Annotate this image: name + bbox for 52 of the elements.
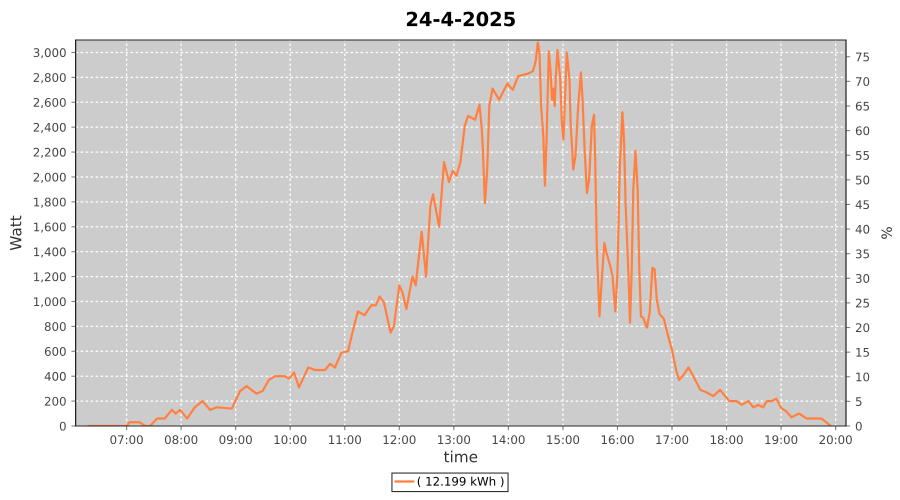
x-tick-label: 15:00 [547, 435, 580, 444]
y-tick-label: 1,200 [34, 272, 66, 282]
y-tick-label: 400 [44, 372, 66, 381]
y2-tick-label: 10 [856, 372, 870, 382]
y2-tick-label: 75 [856, 52, 870, 62]
y-tick-label: 1,600 [34, 222, 66, 233]
y2-tick-label: 40 [856, 224, 870, 234]
y-tick-label: 0 [60, 422, 66, 431]
y2-tick-label: 5 [856, 397, 862, 406]
y2-tick-label: 70 [856, 77, 870, 86]
y-tick-label: 2,400 [34, 122, 66, 134]
y2-tick-label: 65 [856, 102, 870, 111]
x-tick-label: 09:00 [219, 435, 252, 444]
x-tick-label: 12:00 [384, 435, 416, 444]
x-tick-label: 07:00 [110, 435, 143, 444]
y-tick-label: 3,000 [34, 48, 66, 58]
y2-tick-label: 25 [856, 298, 870, 308]
y-tick-label: 200 [44, 396, 66, 406]
chart-title: 24-4-2025 [406, 12, 515, 26]
y2-tick-label: 20 [856, 323, 870, 332]
y2-tick-label: 15 [856, 348, 870, 357]
y2-tick-label: 60 [856, 126, 870, 136]
x-tick-label: 11:00 [329, 435, 361, 444]
y-tick-label: 2,800 [34, 73, 66, 84]
x-tick-label: 19:00 [765, 435, 798, 444]
y-tick-label: 2,000 [34, 172, 66, 183]
y2-tick-label: 55 [856, 151, 870, 160]
x-tick-label: 13:00 [438, 435, 470, 444]
x-tick-label: 16:00 [602, 435, 634, 444]
y-tick-label: 2,600 [34, 98, 66, 108]
y-axis-title: Watt [10, 216, 22, 250]
y2-tick-label: 0 [856, 422, 862, 431]
y-tick-label: 1,400 [34, 247, 66, 258]
y2-tick-label: 35 [856, 249, 870, 258]
x-tick-label: 17:00 [656, 435, 688, 444]
y-tick-label: 600 [44, 347, 66, 356]
x-tick-label: 20:00 [819, 435, 852, 444]
y2-tick-label: 50 [856, 176, 870, 184]
line-series [87, 41, 832, 426]
y-tick-label: 800 [44, 322, 66, 332]
y2-tick-label: 45 [856, 200, 870, 210]
legend-label: ( 12.199 kWh ) [418, 476, 504, 488]
x-tick-label: 10:00 [274, 435, 306, 444]
x-axis-title: time [444, 450, 478, 462]
x-tick-label: 18:00 [710, 435, 743, 444]
x-tick-label: 08:00 [164, 435, 198, 444]
y2-tick-label: 30 [856, 274, 870, 283]
y-tick-label: 1,800 [34, 198, 66, 208]
y-tick-label: 1,000 [34, 297, 66, 308]
x-tick-label: 14:00 [492, 435, 525, 444]
y2-axis-title: % [881, 227, 892, 239]
y-tick-label: 2,200 [34, 148, 66, 158]
